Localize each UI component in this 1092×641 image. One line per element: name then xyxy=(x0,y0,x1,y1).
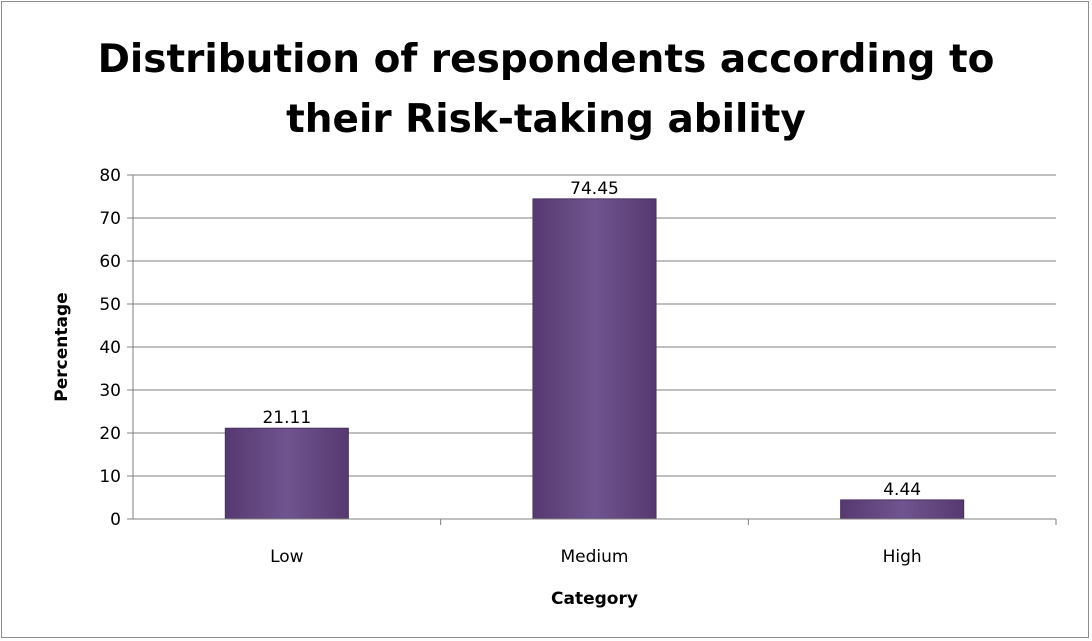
y-tick-label: 30 xyxy=(99,381,121,401)
x-tick-label-low: Low xyxy=(270,547,304,567)
x-tick-label-medium: Medium xyxy=(561,547,629,567)
bar-low xyxy=(225,428,348,519)
x-axis-ticks: Low Medium High xyxy=(270,519,1056,567)
y-tick-label: 10 xyxy=(99,467,121,487)
data-label-medium: 74.45 xyxy=(570,179,619,199)
bars xyxy=(225,199,963,519)
data-label-high: 4.44 xyxy=(883,480,921,500)
y-axis-title: Percentage xyxy=(52,292,72,401)
y-tick-label: 60 xyxy=(99,252,121,272)
x-tick-label-high: High xyxy=(883,547,922,567)
y-axis-ticks: 0 10 20 30 40 50 60 70 80 xyxy=(99,166,133,530)
y-tick-label: 0 xyxy=(110,510,121,530)
data-label-low: 21.11 xyxy=(262,408,311,428)
bar-medium xyxy=(533,199,656,519)
y-tick-label: 40 xyxy=(99,338,121,358)
y-tick-label: 50 xyxy=(99,295,121,315)
y-tick-label: 20 xyxy=(99,424,121,444)
y-tick-label: 70 xyxy=(99,209,121,229)
x-axis-title: Category xyxy=(551,589,638,609)
bar-high xyxy=(841,500,964,519)
y-tick-label: 80 xyxy=(99,166,121,186)
